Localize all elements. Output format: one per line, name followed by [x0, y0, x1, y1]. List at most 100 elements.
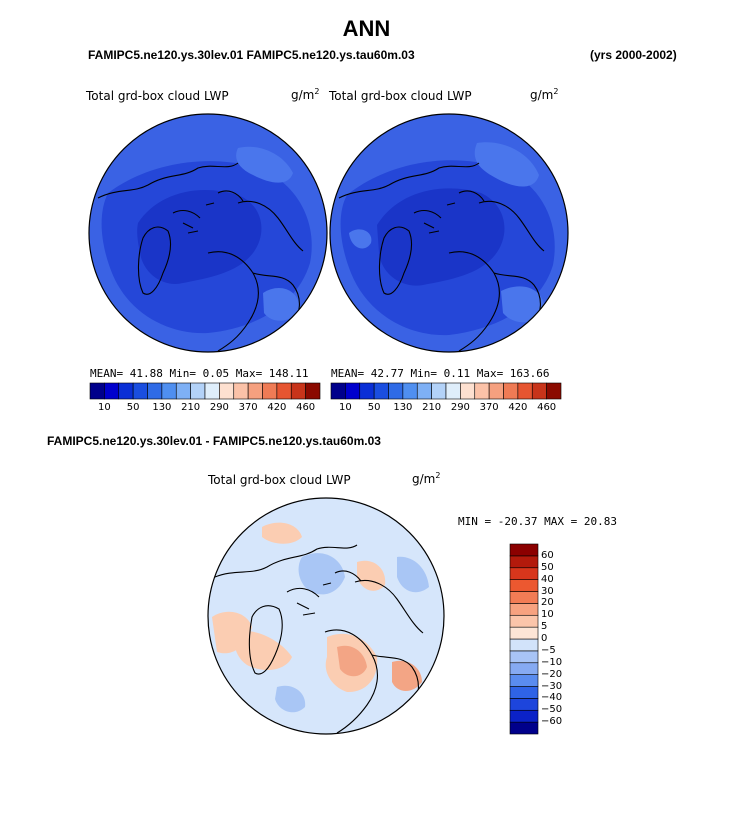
diff-colorbar-swatch — [509, 698, 539, 711]
diff-colorbar-tick-label: −40 — [541, 692, 563, 704]
diff-colorbar-swatch — [509, 543, 539, 557]
colorbar-tick-label: 130 — [152, 402, 172, 413]
colorbar-tick-label: 290 — [450, 402, 470, 413]
colorbar-tick-label: 460 — [537, 402, 557, 413]
panel1-variable-title: Total grd-box cloud LWP — [86, 89, 229, 103]
colorbar-tick-label: 290 — [209, 402, 229, 413]
diff-colorbar-tick-label: −5 — [541, 644, 556, 656]
diff-colorbar-swatch — [509, 709, 539, 723]
panel1-colorbar — [89, 382, 321, 400]
diff-colorbar-swatch — [509, 614, 539, 628]
colorbar-swatch — [445, 382, 461, 400]
diff-colorbar-tick-label: −10 — [541, 656, 563, 668]
colorbar-swatch — [305, 382, 321, 400]
colorbar-swatch — [233, 382, 249, 400]
panel2-colorbar — [330, 382, 562, 400]
colorbar-tick-label: 370 — [479, 402, 499, 413]
panel1-field-lightspot — [236, 146, 293, 183]
diff-colorbar-swatch — [509, 555, 539, 569]
diff-colorbar-tick-label: −60 — [541, 716, 563, 728]
diff-colorbar-tick-label: −20 — [541, 668, 563, 680]
diff-colorbar-swatch — [509, 567, 539, 580]
diff-variable-title: Total grd-box cloud LWP — [208, 473, 351, 487]
colorbar-swatch — [474, 382, 490, 400]
colorbar-swatch — [132, 382, 148, 400]
diff-colorbar-swatch — [509, 626, 539, 640]
panel2-field-lightspot3 — [349, 229, 372, 249]
colorbar-swatch — [330, 382, 346, 400]
diff-colorbar-tick-label: 20 — [541, 597, 554, 609]
colorbar-swatch — [546, 382, 562, 400]
diff-colorbar-tick-label: 40 — [541, 573, 554, 585]
diff-cool-region-3 — [275, 685, 306, 713]
diff-units: g/m2 — [412, 471, 441, 486]
colorbar-tick-label: 370 — [238, 402, 258, 413]
colorbar-swatch — [161, 382, 177, 400]
colorbar-swatch — [388, 382, 404, 400]
colorbar-swatch — [359, 382, 375, 400]
colorbar-swatch — [416, 382, 432, 400]
colorbar-tick-label: 420 — [508, 402, 528, 413]
colorbar-swatch — [531, 382, 547, 400]
diff-colorbar-tick-label: −30 — [541, 680, 563, 692]
diff-colorbar-swatch — [509, 650, 539, 664]
diff-colorbar-swatch — [509, 662, 539, 675]
colorbar-tick-label: 210 — [181, 402, 201, 413]
colorbar-swatch — [373, 382, 389, 400]
years-label: (yrs 2000-2002) — [590, 48, 677, 62]
panel1-stats: MEAN= 41.88 Min= 0.05 Max= 148.11 — [90, 367, 309, 380]
diff-polar-map — [207, 497, 445, 735]
diff-colorbar-tick-label: 50 — [541, 561, 554, 573]
colorbar-swatch — [517, 382, 533, 400]
diff-cool-region-2 — [397, 556, 429, 593]
colorbar-swatch — [104, 382, 120, 400]
diff-stats: MIN = -20.37 MAX = 20.83 — [458, 515, 617, 528]
diff-colorbar-swatch — [509, 579, 539, 592]
panel2-field-lightspot — [474, 142, 539, 187]
colorbar-swatch — [219, 382, 235, 400]
colorbar-swatch — [190, 382, 206, 400]
diff-colorbar-swatch — [509, 603, 539, 616]
diff-colorbar-tick-label: 30 — [541, 585, 554, 597]
colorbar-swatch — [204, 382, 220, 400]
colorbar-tick-label: 130 — [393, 402, 413, 413]
colorbar-swatch — [488, 382, 504, 400]
panel2-units: g/m2 — [530, 87, 559, 102]
colorbar-swatch — [175, 382, 191, 400]
diff-warm-region-5 — [337, 645, 367, 677]
panel1-units: g/m2 — [291, 87, 320, 102]
diff-cool-region-1 — [298, 553, 345, 595]
colorbar-swatch — [89, 382, 105, 400]
diff-warm-region-6 — [392, 660, 422, 692]
colorbar-swatch — [431, 382, 447, 400]
colorbar-swatch — [290, 382, 306, 400]
panel1-colorbar-ticks: 10 50 130 210 290 370 420 460 — [90, 402, 320, 416]
plot-title: ANN — [342, 16, 391, 41]
colorbar-swatch — [118, 382, 134, 400]
diff-colorbar-swatch — [509, 591, 539, 604]
colorbar-tick-label: 50 — [126, 402, 140, 413]
diff-colorbar-tick-label: 5 — [541, 621, 548, 633]
diff-colorbar-swatch — [509, 638, 539, 652]
panel1-field-lightspot2 — [263, 288, 300, 321]
colorbar-tick-label: 10 — [98, 402, 111, 413]
colorbar-swatch — [147, 382, 163, 400]
diff-colorbar-swatch — [509, 721, 539, 735]
colorbar-swatch — [402, 382, 418, 400]
colorbar-tick-label: 10 — [339, 402, 352, 413]
diff-colorbar-swatch — [509, 674, 539, 687]
panel2-field-lightspot2 — [501, 286, 545, 323]
diff-case-label: FAMIPC5.ne120.ys.30lev.01 - FAMIPC5.ne12… — [47, 434, 381, 448]
panel2-colorbar-ticks: 10 50 130 210 290 370 420 460 — [331, 402, 561, 416]
diff-colorbar-tick-label: 0 — [541, 633, 548, 644]
diff-warm-region-7 — [262, 522, 302, 544]
diff-colorbar-swatch — [509, 686, 539, 699]
colorbar-swatch — [247, 382, 263, 400]
diff-colorbar-tick-label: 60 — [541, 549, 554, 561]
panel2-variable-title: Total grd-box cloud LWP — [329, 89, 472, 103]
colorbar-tick-label: 420 — [267, 402, 287, 413]
case-names: FAMIPC5.ne120.ys.30lev.01 FAMIPC5.ne120.… — [88, 48, 415, 62]
diff-colorbar-tick-label: −50 — [541, 704, 563, 716]
colorbar-tick-label: 50 — [367, 402, 381, 413]
diff-colorbar-tick-label: 10 — [541, 609, 554, 621]
